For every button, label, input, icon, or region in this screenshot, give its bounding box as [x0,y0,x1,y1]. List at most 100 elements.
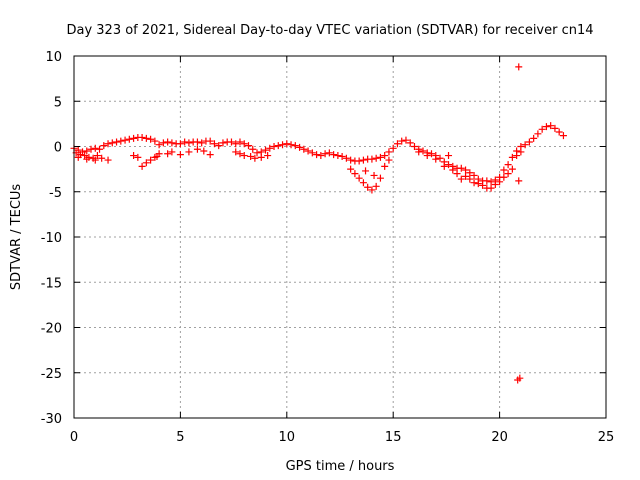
x-tick-label: 25 [598,430,615,445]
y-axis-label: SDTVAR / TECUs [9,184,24,291]
data-point [151,137,159,145]
data-point [168,148,176,156]
data-point [313,151,321,159]
x-tick-label: 10 [279,430,296,445]
data-point [215,142,223,150]
y-tick-label: -15 [41,276,62,291]
data-points [70,63,567,384]
data-point [402,136,410,144]
data-point [470,179,478,187]
data-point [555,128,563,136]
data-point [445,152,453,160]
data-point [104,140,112,148]
data-point [479,181,487,189]
data-point [283,140,291,148]
data-point [359,156,367,164]
data-point [317,152,325,160]
data-point [176,151,184,159]
data-point [83,147,91,155]
data-point [138,133,146,141]
data-point [521,141,529,149]
data-point [108,139,116,147]
data-point [147,135,155,143]
y-tick-label: -5 [49,186,62,201]
data-point [428,150,436,158]
data-point [515,177,523,185]
data-point [113,138,121,146]
data-point [227,138,235,146]
data-point [334,152,342,160]
data-point [513,152,521,160]
data-point [274,142,282,150]
data-point [538,125,546,133]
data-point [347,165,355,173]
axis-ticks [73,55,607,419]
x-tick-labels: 0 5 10 15 20 25 [70,430,614,445]
data-point [264,152,272,160]
data-point [487,184,495,192]
data-point [466,169,474,177]
data-point [449,166,457,174]
data-point [325,149,333,157]
data-point [168,139,176,147]
data-point [368,186,376,194]
data-point [176,140,184,148]
data-point [200,147,208,155]
data-point [466,175,474,183]
data-point [500,166,508,174]
data-point [236,138,244,146]
data-point [130,152,138,160]
data-point [376,174,384,182]
data-point [232,148,240,156]
data-point [355,157,363,165]
data-point [121,136,129,144]
data-point [206,151,214,159]
data-point [262,146,270,154]
data-point [462,166,470,174]
data-point [164,138,172,146]
data-point [266,144,274,152]
data-point [525,138,533,146]
data-point [342,154,350,162]
data-point [385,148,393,156]
data-point [491,181,499,189]
data-point [440,162,448,170]
data-point [359,179,367,187]
data-point [470,171,478,179]
data-point [253,149,261,157]
data-point [164,150,172,158]
y-tick-label: 5 [54,95,62,110]
data-point [504,170,512,178]
x-tick-label: 15 [385,430,402,445]
data-point [117,137,125,145]
data-point [291,142,299,150]
data-point [300,145,308,153]
data-point [457,175,465,183]
data-point [372,182,380,190]
data-point [381,162,389,170]
data-point [419,147,427,155]
data-point [530,134,538,142]
y-tick-label: 0 [54,141,62,156]
data-point [517,148,525,156]
data-point [159,139,167,147]
data-point [368,155,376,163]
y-tick-labels: -30 -25 -20 -15 -10 -5 0 5 10 [41,50,62,427]
data-point [74,153,82,161]
x-tick-label: 5 [176,430,184,445]
data-point [483,177,491,185]
data-point [474,180,482,188]
data-point [125,135,133,143]
data-point [559,132,567,140]
data-point [347,156,355,164]
data-point [98,154,106,162]
data-point [534,130,542,138]
data-point [398,137,406,145]
data-point [232,140,240,148]
y-tick-label: -10 [41,231,62,246]
data-point [542,123,550,131]
data-point [393,140,401,148]
data-point [432,155,440,163]
data-point [487,178,495,186]
